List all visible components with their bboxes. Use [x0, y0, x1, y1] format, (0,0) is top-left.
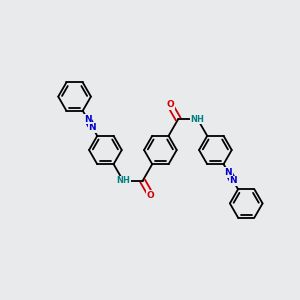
Text: N: N — [225, 168, 232, 177]
Text: O: O — [147, 190, 155, 200]
Text: O: O — [166, 100, 174, 109]
Text: N: N — [88, 123, 96, 132]
Text: NH: NH — [190, 115, 205, 124]
Text: N: N — [84, 115, 92, 124]
Text: N: N — [230, 176, 237, 185]
Text: NH: NH — [116, 176, 130, 185]
